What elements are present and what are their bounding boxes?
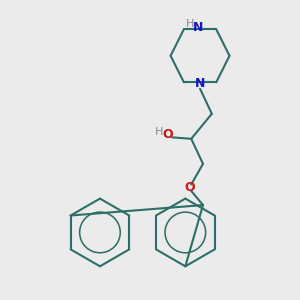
Text: H: H — [155, 127, 163, 137]
Text: N: N — [193, 21, 203, 34]
Text: N: N — [195, 77, 205, 90]
Text: O: O — [184, 182, 195, 194]
Text: O: O — [163, 128, 173, 142]
Text: H: H — [186, 19, 194, 29]
